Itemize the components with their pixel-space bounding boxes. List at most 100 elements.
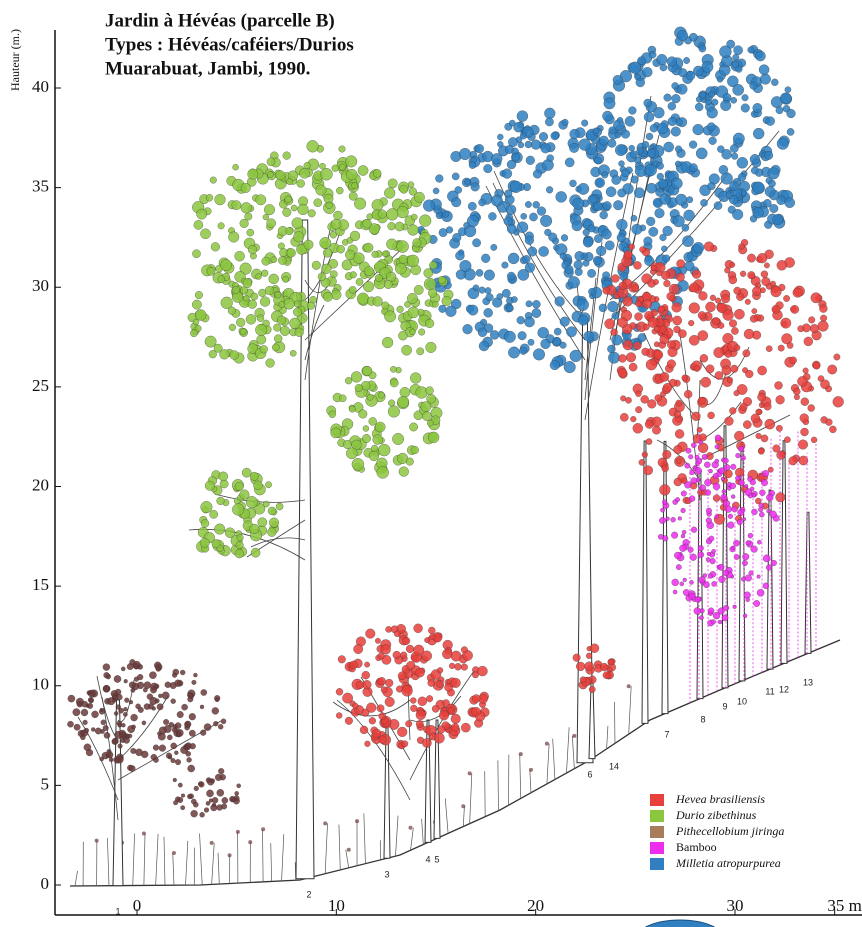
leaf — [114, 675, 121, 682]
trunk — [642, 441, 648, 723]
leaf — [613, 75, 623, 85]
leaf — [758, 448, 764, 454]
leaf — [699, 45, 706, 52]
leaf — [491, 244, 497, 250]
leaf — [709, 469, 713, 473]
leaf — [497, 141, 503, 147]
leaf — [540, 215, 552, 227]
leaf — [410, 373, 421, 384]
leaf — [485, 287, 491, 293]
leaf — [708, 412, 715, 419]
leaf — [217, 497, 225, 505]
leaf — [432, 705, 439, 712]
leaf — [730, 144, 738, 152]
leaf — [625, 116, 635, 126]
leaf — [518, 331, 527, 340]
leaf — [663, 383, 672, 392]
leaf — [437, 667, 443, 673]
leaf — [349, 192, 357, 200]
leaf — [664, 142, 674, 152]
leaf — [565, 158, 574, 167]
shrub — [553, 739, 555, 780]
leaf — [808, 405, 815, 412]
leaf — [171, 743, 177, 749]
leaf — [674, 552, 681, 559]
leaf — [293, 232, 304, 243]
leaf — [729, 195, 738, 204]
leaf — [142, 721, 146, 725]
leaf — [214, 524, 225, 535]
leaf — [727, 522, 734, 529]
leaf — [263, 501, 269, 507]
leaf — [439, 305, 447, 313]
leaf — [426, 387, 434, 395]
leaf — [658, 306, 665, 313]
leaf — [241, 183, 251, 193]
leaf — [676, 400, 682, 406]
leaf — [622, 169, 630, 177]
shrub — [107, 838, 109, 886]
leaf — [283, 208, 292, 217]
leaf — [132, 725, 136, 729]
leaf — [801, 398, 809, 406]
leaf — [187, 692, 193, 698]
leaf — [718, 323, 724, 329]
tree-number: 4 — [425, 854, 430, 864]
leaf — [177, 711, 184, 718]
leaf — [746, 598, 750, 602]
leaf — [646, 217, 655, 226]
leaf — [287, 249, 296, 258]
leaf — [452, 173, 459, 180]
leaf — [358, 165, 368, 175]
leaf — [345, 377, 352, 384]
leaf — [425, 319, 434, 328]
leaf — [740, 403, 748, 411]
leaf — [765, 151, 773, 159]
leaf — [442, 296, 452, 306]
leaf — [647, 149, 656, 158]
leaf — [359, 410, 368, 419]
leaf — [192, 250, 200, 258]
leaf — [756, 433, 762, 439]
leaf — [605, 319, 615, 329]
leaf — [590, 195, 598, 203]
leaf — [247, 229, 254, 236]
leaf — [103, 664, 110, 671]
leaf — [330, 271, 337, 278]
leaf — [717, 146, 724, 153]
leaf — [753, 182, 765, 194]
leaf — [177, 797, 183, 803]
leaf — [434, 733, 444, 743]
leaf — [629, 363, 637, 371]
leaf — [706, 518, 712, 524]
leaf — [789, 457, 798, 466]
leaf — [375, 638, 380, 643]
y-tick-label: 15 — [32, 575, 49, 594]
leaf — [497, 293, 503, 299]
leaf — [678, 517, 682, 521]
leaf — [733, 133, 744, 144]
leaf — [278, 243, 284, 249]
leaf — [354, 198, 366, 210]
leaf — [773, 445, 781, 453]
leaf — [689, 33, 697, 41]
leaf — [364, 662, 369, 667]
leaf — [551, 132, 559, 140]
leaf — [644, 237, 653, 246]
leaf — [512, 153, 520, 161]
leaf — [293, 308, 302, 317]
shrub-leaf — [529, 768, 533, 772]
leaf — [107, 697, 115, 705]
leaf — [465, 179, 471, 185]
leaf — [644, 99, 652, 107]
x-tick-label: 0 — [133, 896, 142, 915]
leaf — [414, 285, 423, 294]
shrub-leaf — [248, 840, 252, 844]
leaf — [67, 721, 73, 727]
leaf — [641, 395, 649, 403]
y-axis-label: Hauteur (m.) — [8, 29, 22, 91]
leaf — [745, 299, 751, 305]
leaf — [703, 582, 709, 588]
leaf — [109, 758, 113, 762]
leaf — [674, 445, 683, 454]
